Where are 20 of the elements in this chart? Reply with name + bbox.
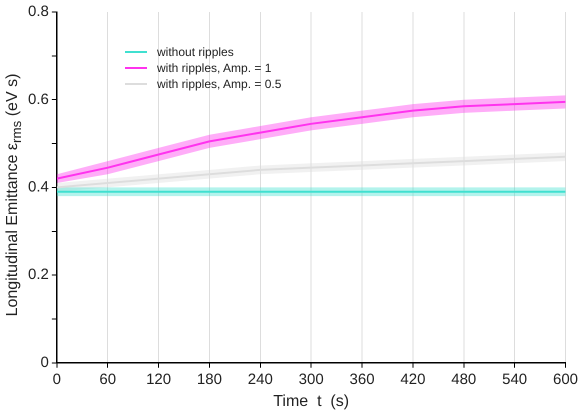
x-tick-label: 480 — [451, 370, 476, 388]
x-tick-label: 420 — [400, 370, 426, 388]
legend-label: with ripples, Amp. = 0.5 — [157, 76, 282, 92]
x-tick-label: 240 — [248, 370, 273, 388]
y-tick-label: 0.4 — [28, 178, 49, 196]
x-tick-label: 120 — [146, 370, 172, 388]
x-tick-label: 540 — [502, 370, 528, 388]
y-tick-label: 0.6 — [28, 90, 49, 108]
x-tick-label: 300 — [298, 370, 324, 388]
legend-label: without ripples — [157, 44, 234, 60]
y-tick-label: 0.8 — [28, 3, 49, 20]
y-tick-label: 0 — [40, 354, 49, 371]
x-tick-label: 0 — [52, 370, 62, 388]
legend-label: with ripples, Amp. = 1 — [157, 60, 272, 76]
x-tick-label: 60 — [99, 370, 116, 388]
x-tick-label: 360 — [350, 370, 375, 388]
y-tick-label: 0.2 — [28, 266, 49, 284]
x-tick-label: 600 — [552, 370, 578, 388]
x-tick-label: 180 — [196, 370, 222, 388]
x-axis-title: Time t (s) — [273, 392, 350, 410]
